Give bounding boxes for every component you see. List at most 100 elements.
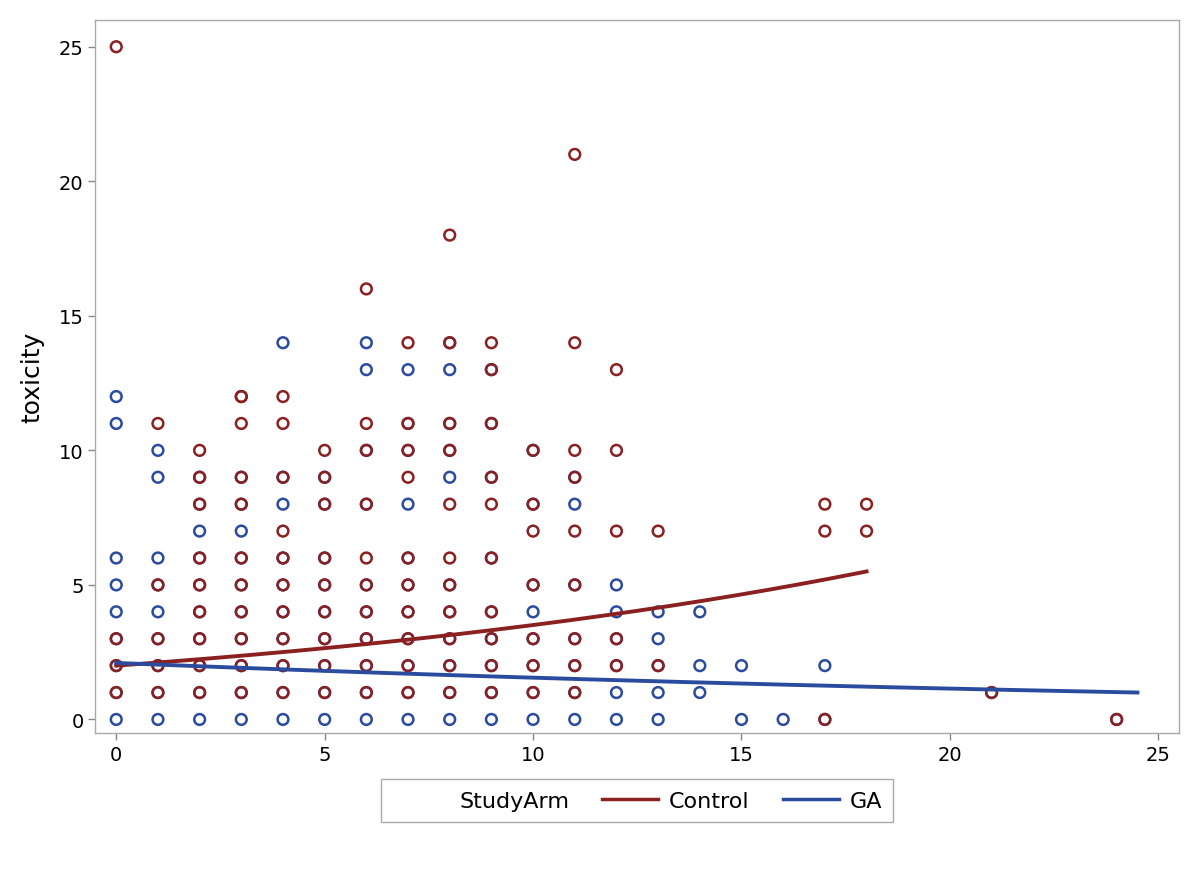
Point xyxy=(440,578,460,593)
Point xyxy=(398,659,418,673)
Point xyxy=(232,578,251,593)
Point xyxy=(356,713,376,727)
Point xyxy=(274,552,293,566)
Point xyxy=(857,525,876,539)
Point xyxy=(648,605,667,620)
Point xyxy=(232,632,251,646)
Point xyxy=(648,713,667,727)
Point xyxy=(690,605,709,620)
Point xyxy=(232,605,251,620)
Legend: StudyArm, Control, GA: StudyArm, Control, GA xyxy=(382,780,893,822)
Point xyxy=(481,686,500,700)
Point xyxy=(232,497,251,511)
Point xyxy=(440,417,460,431)
Point xyxy=(190,470,209,485)
Point xyxy=(481,363,500,377)
Point xyxy=(398,605,418,620)
Point xyxy=(815,659,834,673)
Point xyxy=(607,632,626,646)
Point xyxy=(356,632,376,646)
Point xyxy=(481,632,500,646)
Point xyxy=(398,552,418,566)
Point xyxy=(232,470,251,485)
Point xyxy=(107,713,126,727)
Point xyxy=(481,363,500,377)
Point xyxy=(523,659,542,673)
Point xyxy=(607,363,626,377)
Point xyxy=(565,686,584,700)
Point xyxy=(356,659,376,673)
Point xyxy=(316,497,335,511)
Point xyxy=(190,632,209,646)
Point xyxy=(107,552,126,566)
Point xyxy=(232,632,251,646)
Point xyxy=(356,283,376,297)
X-axis label: medications: medications xyxy=(560,778,714,802)
Point xyxy=(274,525,293,539)
Point xyxy=(481,605,500,620)
Point xyxy=(1108,713,1127,727)
Point xyxy=(316,605,335,620)
Point xyxy=(398,686,418,700)
Point xyxy=(232,659,251,673)
Point xyxy=(440,443,460,458)
Point xyxy=(440,578,460,593)
Point xyxy=(440,713,460,727)
Point xyxy=(274,632,293,646)
Point xyxy=(982,686,1001,700)
Point xyxy=(774,713,793,727)
Point xyxy=(190,605,209,620)
Point xyxy=(523,713,542,727)
Point xyxy=(356,497,376,511)
Point xyxy=(274,470,293,485)
Point xyxy=(440,686,460,700)
Point xyxy=(232,552,251,566)
Point xyxy=(274,552,293,566)
Point xyxy=(232,390,251,404)
Point xyxy=(481,605,500,620)
Point xyxy=(398,417,418,431)
Point xyxy=(440,552,460,566)
Point xyxy=(523,659,542,673)
Point xyxy=(149,470,168,485)
Point xyxy=(316,470,335,485)
Point xyxy=(356,632,376,646)
Point xyxy=(607,632,626,646)
Point xyxy=(274,659,293,673)
Point xyxy=(232,686,251,700)
Point xyxy=(481,470,500,485)
Point xyxy=(316,497,335,511)
Point xyxy=(815,525,834,539)
Point xyxy=(440,363,460,377)
Point xyxy=(481,659,500,673)
Point xyxy=(398,470,418,485)
Point xyxy=(149,659,168,673)
Point xyxy=(607,525,626,539)
Point xyxy=(565,336,584,350)
Point xyxy=(565,443,584,458)
Point xyxy=(565,470,584,485)
Point xyxy=(857,497,876,511)
Point xyxy=(107,605,126,620)
Point xyxy=(149,632,168,646)
Point xyxy=(274,417,293,431)
Point xyxy=(107,686,126,700)
Point xyxy=(398,686,418,700)
Point xyxy=(398,417,418,431)
Point xyxy=(356,552,376,566)
Point xyxy=(565,497,584,511)
Point xyxy=(565,713,584,727)
Point xyxy=(190,443,209,458)
Point xyxy=(523,686,542,700)
Point xyxy=(356,686,376,700)
Point xyxy=(107,578,126,593)
Point xyxy=(398,632,418,646)
Point xyxy=(356,363,376,377)
Point xyxy=(356,336,376,350)
Point xyxy=(316,686,335,700)
Point xyxy=(440,686,460,700)
Point xyxy=(232,470,251,485)
Point xyxy=(481,552,500,566)
Point xyxy=(107,686,126,700)
Point xyxy=(107,659,126,673)
